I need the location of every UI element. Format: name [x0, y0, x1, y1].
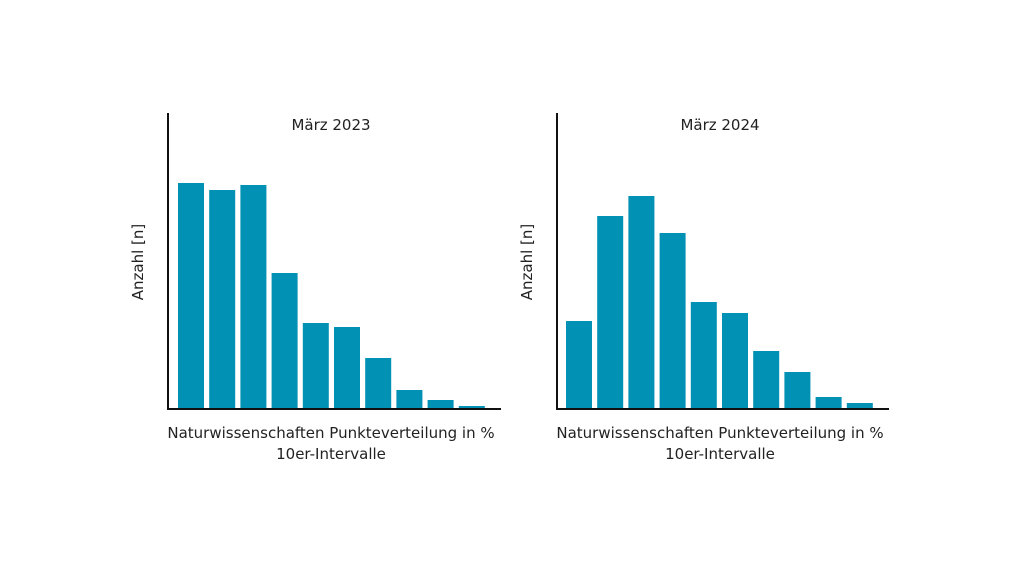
bars-2024 — [566, 196, 873, 408]
bar-50-60 — [334, 327, 360, 408]
bar-40-50 — [690, 302, 717, 408]
bar-80-90 — [427, 400, 454, 408]
bar-30-40 — [659, 233, 686, 408]
chart-maerz-2023: März 2023 Naturwissenschaften Punktevert… — [129, 113, 501, 463]
bar-30-40 — [271, 273, 298, 408]
y-axis-label: Anzahl [n] — [518, 224, 536, 301]
chart-maerz-2024: März 2024 Naturwissenschaften Punktevert… — [518, 113, 889, 463]
bar-0-10 — [566, 321, 592, 408]
bar-90-100 — [458, 406, 485, 408]
bar-70-80 — [396, 390, 423, 408]
x-axis-label-2: 10er-Intervalle — [665, 445, 775, 463]
bar-90-100 — [846, 403, 873, 408]
chart-title: März 2024 — [680, 116, 759, 134]
bar-40-50 — [302, 323, 329, 408]
bar-20-30 — [240, 185, 267, 408]
x-axis-label: Naturwissenschaften Punkteverteilung in … — [556, 424, 883, 442]
bar-60-70 — [365, 358, 392, 408]
bar-60-70 — [753, 351, 780, 408]
bars-2023 — [178, 183, 485, 408]
x-axis-label-2: 10er-Intervalle — [276, 445, 386, 463]
bar-70-80 — [784, 372, 811, 408]
bar-10-20 — [209, 190, 236, 408]
bar-20-30 — [628, 196, 655, 408]
bar-80-90 — [815, 397, 842, 408]
bar-50-60 — [722, 313, 748, 408]
y-axis-label: Anzahl [n] — [129, 224, 147, 301]
chart-title: März 2023 — [291, 116, 370, 134]
bar-0-10 — [178, 183, 204, 408]
x-axis-label: Naturwissenschaften Punkteverteilung in … — [167, 424, 494, 442]
bar-10-20 — [597, 216, 624, 408]
